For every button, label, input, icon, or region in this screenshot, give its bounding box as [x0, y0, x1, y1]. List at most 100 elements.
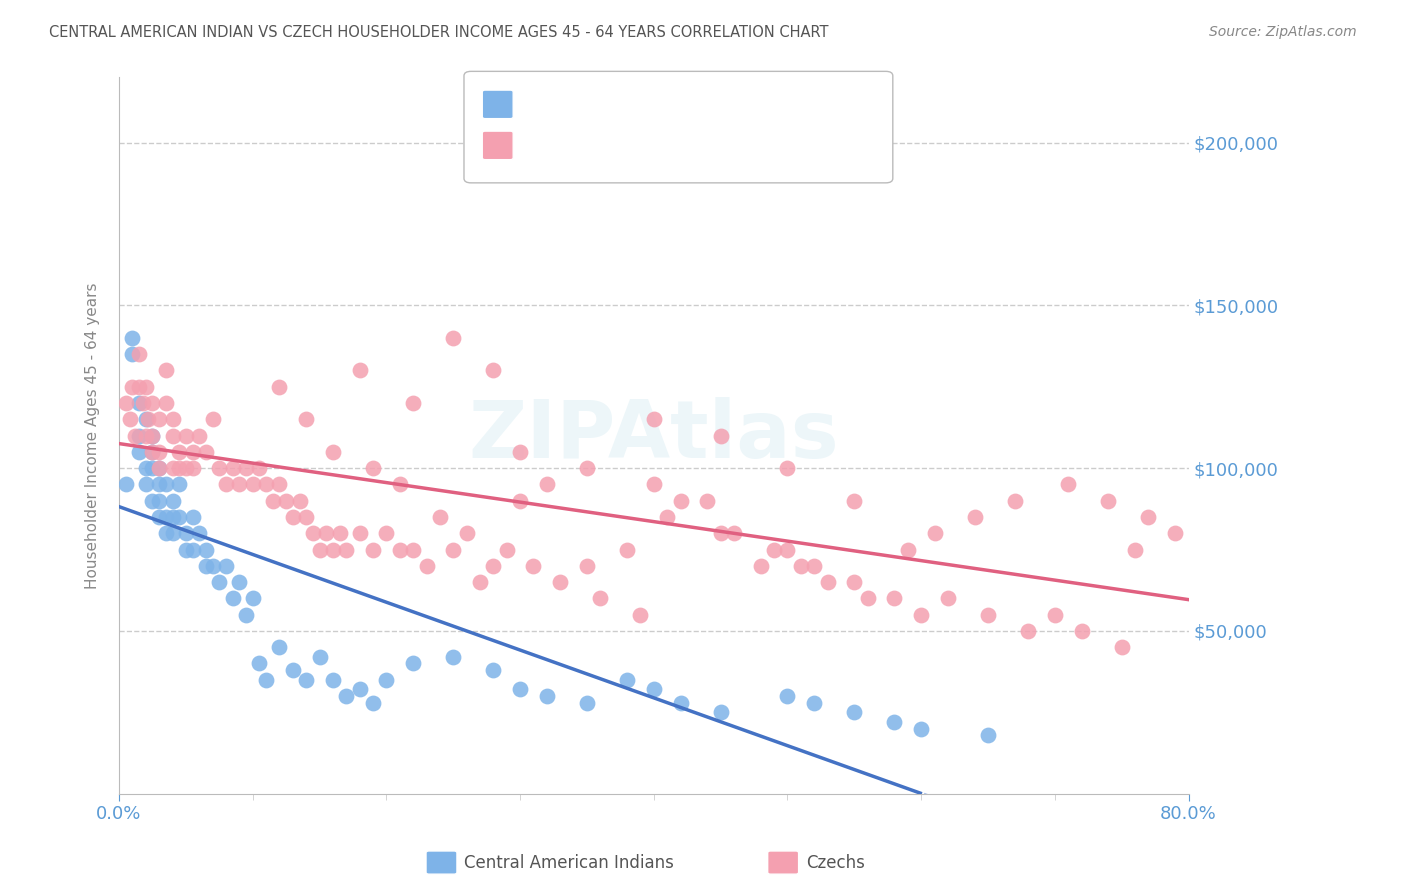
Point — [536, 689, 558, 703]
Point — [228, 575, 250, 590]
Point — [536, 477, 558, 491]
Point — [221, 461, 243, 475]
Point — [575, 696, 598, 710]
Point — [482, 663, 505, 677]
Point — [361, 696, 384, 710]
Point — [710, 526, 733, 541]
Point — [643, 412, 665, 426]
Point — [1017, 624, 1039, 638]
Point — [329, 526, 352, 541]
Point — [669, 696, 692, 710]
Point — [148, 461, 170, 475]
Point — [155, 477, 177, 491]
Point — [1097, 493, 1119, 508]
Point — [776, 542, 799, 557]
Point — [295, 510, 318, 524]
Point — [155, 363, 177, 377]
Point — [249, 657, 271, 671]
Point — [790, 558, 813, 573]
Point — [167, 461, 190, 475]
Point — [429, 510, 451, 524]
Point — [162, 493, 184, 508]
Point — [315, 526, 337, 541]
Point — [162, 510, 184, 524]
Point — [162, 412, 184, 426]
Point — [215, 558, 238, 573]
Point — [415, 558, 437, 573]
Point — [114, 477, 136, 491]
Point — [696, 493, 718, 508]
Point — [262, 493, 284, 508]
Point — [1164, 526, 1187, 541]
Point — [141, 461, 163, 475]
Point — [155, 396, 177, 410]
Point — [135, 461, 157, 475]
Point — [281, 663, 304, 677]
Point — [977, 728, 1000, 742]
Point — [308, 649, 330, 664]
Point — [201, 412, 224, 426]
Point — [669, 493, 692, 508]
Point — [135, 477, 157, 491]
Point — [167, 510, 190, 524]
Point — [441, 649, 464, 664]
Point — [254, 673, 277, 687]
Point — [589, 591, 612, 606]
Point — [361, 461, 384, 475]
Point — [441, 542, 464, 557]
Point — [388, 477, 411, 491]
Text: R = -0.154   N = 116: R = -0.154 N = 116 — [524, 136, 697, 154]
Point — [162, 428, 184, 442]
Point — [135, 380, 157, 394]
Point — [548, 575, 571, 590]
Point — [194, 445, 217, 459]
Point — [924, 526, 946, 541]
Text: Source: ZipAtlas.com: Source: ZipAtlas.com — [1209, 25, 1357, 39]
Point — [155, 510, 177, 524]
Point — [910, 607, 932, 622]
Point — [181, 445, 204, 459]
Point — [322, 542, 344, 557]
Point — [335, 542, 357, 557]
Text: Czechs: Czechs — [806, 855, 865, 872]
Point — [114, 396, 136, 410]
Point — [141, 445, 163, 459]
Point — [148, 477, 170, 491]
Point — [148, 445, 170, 459]
Point — [235, 461, 257, 475]
Point — [254, 477, 277, 491]
Point — [118, 412, 141, 426]
Point — [803, 558, 825, 573]
Point — [148, 412, 170, 426]
Point — [616, 542, 638, 557]
Point — [522, 558, 544, 573]
Point — [276, 493, 298, 508]
Point — [1111, 640, 1133, 655]
Point — [482, 363, 505, 377]
Point — [121, 347, 143, 361]
Point — [803, 696, 825, 710]
Point — [148, 493, 170, 508]
Point — [128, 380, 150, 394]
Point — [643, 682, 665, 697]
Text: Central American Indians: Central American Indians — [464, 855, 673, 872]
Point — [167, 445, 190, 459]
Point — [228, 477, 250, 491]
Point — [897, 542, 920, 557]
Point — [141, 445, 163, 459]
Point — [883, 714, 905, 729]
Point — [817, 575, 839, 590]
Point — [188, 428, 211, 442]
Point — [167, 477, 190, 491]
Point — [402, 396, 425, 410]
Point — [148, 510, 170, 524]
Point — [174, 526, 197, 541]
Point — [723, 526, 745, 541]
Point — [141, 396, 163, 410]
Point — [322, 445, 344, 459]
Point — [135, 412, 157, 426]
Point — [1004, 493, 1026, 508]
Point — [181, 510, 204, 524]
Point — [141, 493, 163, 508]
Point — [128, 396, 150, 410]
